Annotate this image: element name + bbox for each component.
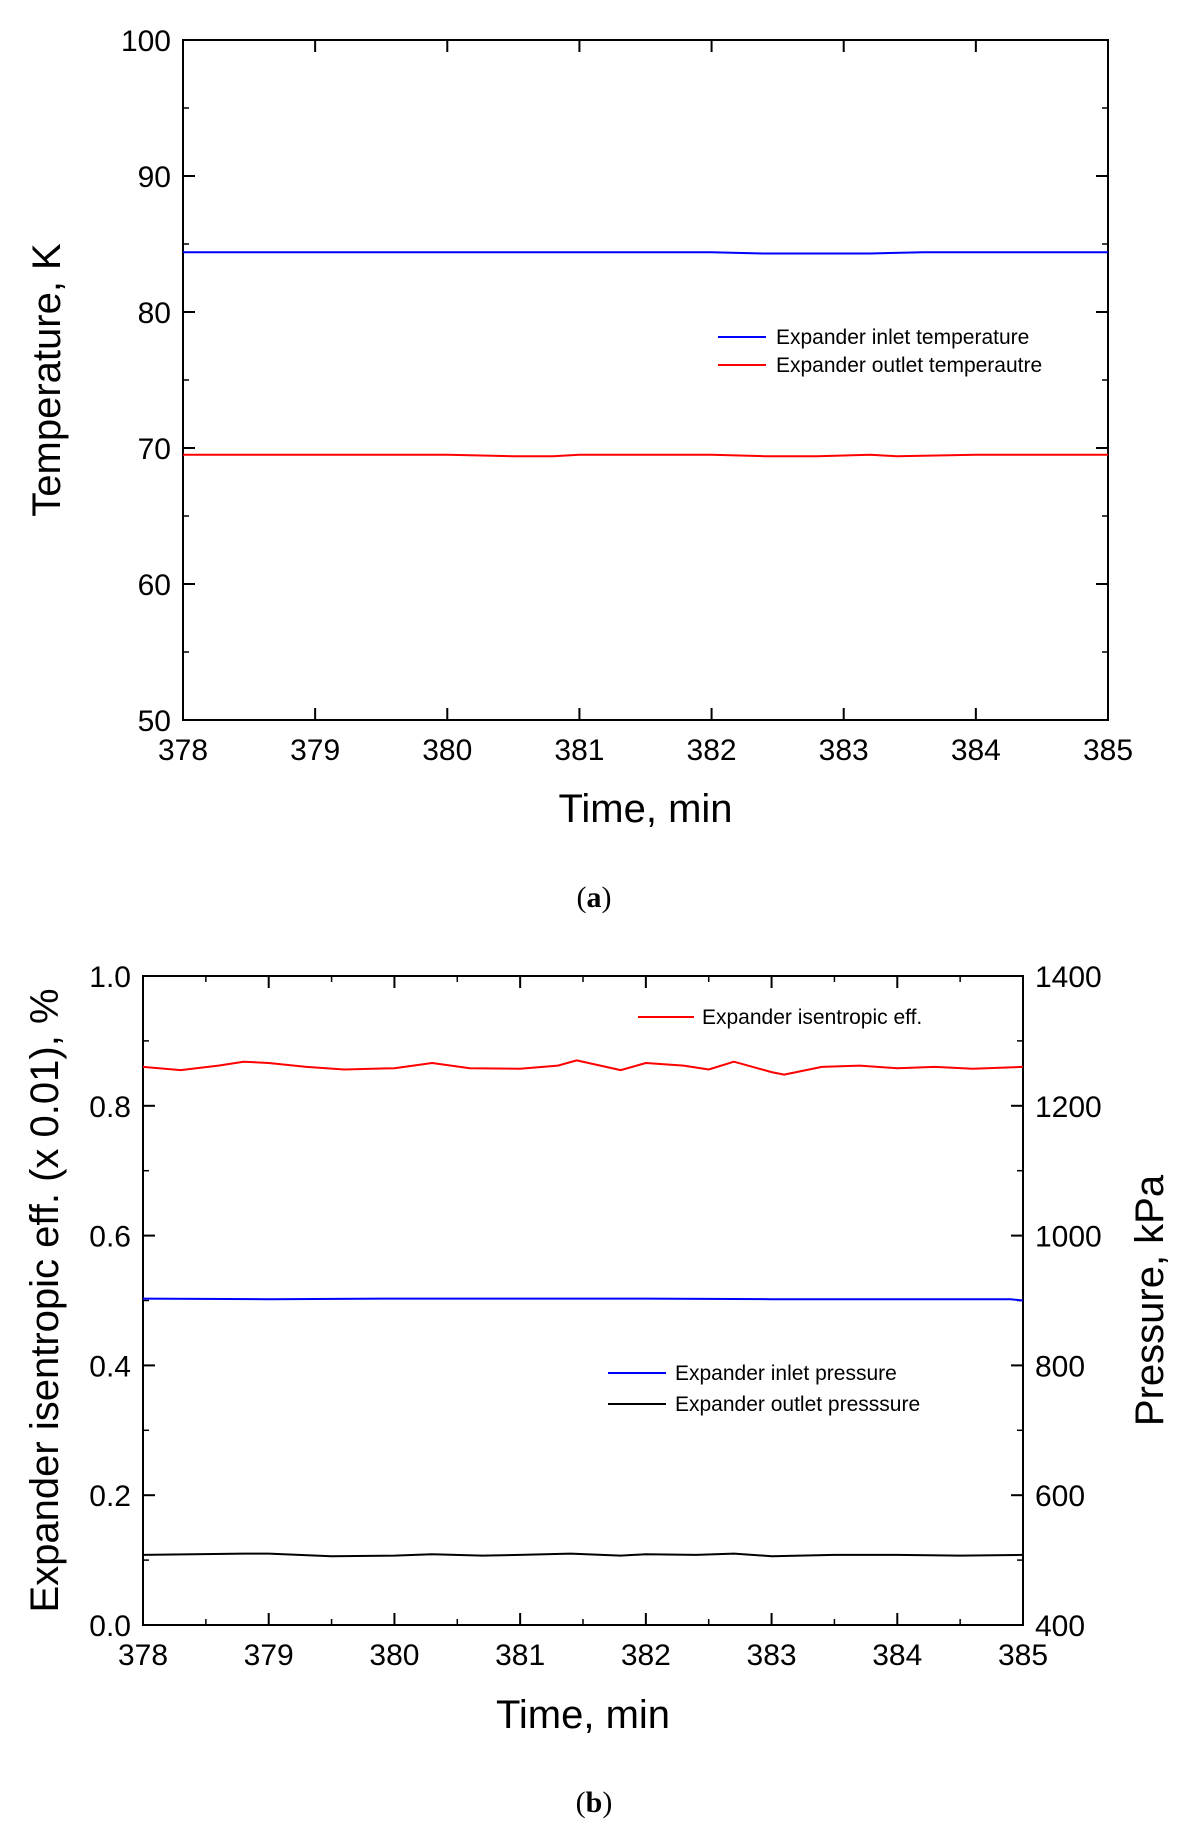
- x-tick-label: 379: [290, 734, 340, 767]
- x-axis-label: Time, min: [496, 1693, 670, 1737]
- series-line-expander-isentropic-eff-: [142, 1059, 1024, 1076]
- x-tick-label: 382: [621, 1639, 671, 1672]
- caption-close: ): [602, 1786, 612, 1819]
- caption-open: (: [576, 1786, 586, 1819]
- y-tick-label: 70: [138, 433, 171, 466]
- chart-a: 378 379 380 381 382 383 384 385 50 60 70 80 90 100 Tim…: [25, 25, 1133, 914]
- x-tick-label: 380: [422, 734, 472, 767]
- chart-b: 378 379 380 381 382 383 384 385 0.0 0.2 0.4 0.6 0.8 1…: [23, 961, 1172, 1819]
- y2-tick-label: 800: [1035, 1350, 1085, 1383]
- caption-letter: b: [586, 1786, 603, 1819]
- legend-label: Expander inlet pressure: [675, 1362, 897, 1385]
- x-tick-label: 380: [369, 1639, 419, 1672]
- y-tick-label: 0.6: [89, 1221, 131, 1254]
- y-tick-label: 0.2: [89, 1480, 131, 1513]
- y-tick-label: 80: [138, 297, 171, 330]
- x-tick-label: 385: [1083, 734, 1133, 767]
- caption-close: ): [602, 881, 612, 914]
- caption-open: (: [577, 881, 587, 914]
- y-axis-label: Expander isentropic eff. (x 0.01), %: [23, 988, 67, 1612]
- y-tick-label: 90: [138, 161, 171, 194]
- y-tick-label: 100: [121, 25, 171, 58]
- plot-frame: [182, 39, 1109, 721]
- x-tick-label: 383: [819, 734, 869, 767]
- y-axis-label: Temperature, K: [25, 243, 69, 517]
- y2-tick-label: 1000: [1035, 1221, 1102, 1254]
- y-tick-label: 0.4: [89, 1350, 131, 1383]
- legend-label: Expander inlet temperature: [776, 326, 1029, 349]
- figure-caption: (b): [576, 1786, 613, 1819]
- y-tick-label: 50: [138, 705, 171, 738]
- x-tick-label: 378: [158, 734, 208, 767]
- x-axis-label: Time, min: [558, 787, 732, 831]
- y2-tick-label: 400: [1035, 1610, 1085, 1643]
- y-tick-label: 0.0: [89, 1610, 131, 1643]
- x-tick-label: 383: [747, 1639, 797, 1672]
- x-tick-label: 381: [554, 734, 604, 767]
- x-tick-label: 382: [687, 734, 737, 767]
- y2-tick-label: 1400: [1035, 961, 1102, 994]
- x-tick-label: 379: [244, 1639, 294, 1672]
- y2-tick-label: 1200: [1035, 1091, 1102, 1124]
- x-tick-label: 385: [998, 1639, 1048, 1672]
- y-tick-label: 60: [138, 569, 171, 602]
- legend-label: Expander outlet temperautre: [776, 354, 1042, 377]
- figure-caption: (a): [577, 881, 612, 914]
- series-line-expander-inlet-pressure: [142, 1297, 1024, 1302]
- series-line-expander-inlet-temperature: [183, 251, 1108, 255]
- series-line-expander-outlet-temperautre: [183, 453, 1108, 458]
- x-tick-label: 384: [872, 1639, 922, 1672]
- y-tick-label: 0.8: [89, 1091, 131, 1124]
- legend-label: Expander outlet presssure: [675, 1393, 920, 1416]
- legend-label: Expander isentropic eff.: [702, 1006, 922, 1029]
- plot-frame: [142, 975, 1024, 1626]
- x-tick-label: 384: [951, 734, 1001, 767]
- y2-axis-label: Pressure, kPa: [1128, 1174, 1172, 1426]
- y-tick-label: 1.0: [89, 961, 131, 994]
- series-line-expander-outlet-presssure: [142, 1552, 1024, 1558]
- y2-tick-label: 600: [1035, 1480, 1085, 1513]
- x-tick-label: 381: [495, 1639, 545, 1672]
- x-tick-label: 378: [118, 1639, 168, 1672]
- caption-letter: a: [587, 881, 602, 914]
